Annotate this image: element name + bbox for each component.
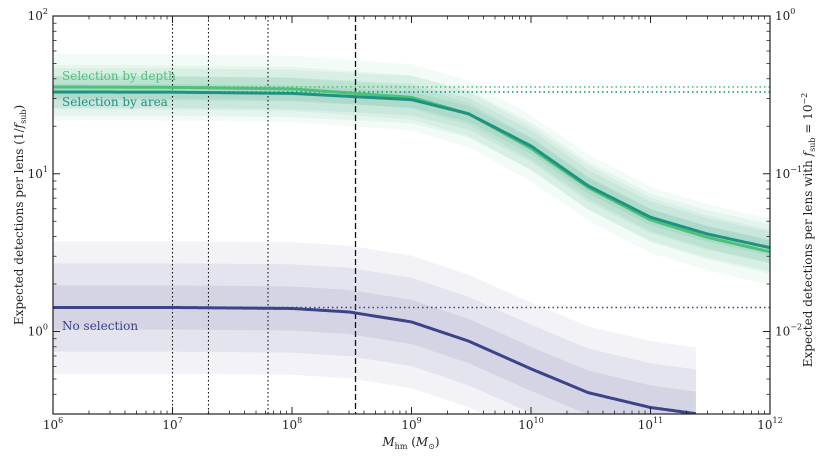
series-line-1 — [53, 90, 770, 250]
band-0-3 — [53, 53, 770, 285]
band-1-2 — [53, 76, 770, 264]
series-lines — [53, 85, 770, 414]
y-right-tick-label: 10−1 — [775, 165, 802, 181]
y-axis-label-right: Expected detections per lens with fsub =… — [800, 93, 817, 368]
x-tick-label: 1011 — [638, 416, 663, 432]
y-axis-label-left: Expected detections per lens (1/fsub) — [12, 105, 28, 325]
series-label-1: Selection by area — [62, 95, 168, 109]
band-1-1 — [53, 84, 770, 256]
confidence-bands — [53, 53, 770, 414]
x-tick-label: 107 — [162, 416, 182, 432]
x-tick-label: 106 — [43, 416, 63, 432]
series-label-0: Selection by depth — [62, 69, 176, 83]
x-tick-label: 1010 — [518, 416, 543, 432]
series-line-0 — [53, 85, 770, 254]
y-left-tick-label: 102 — [28, 7, 48, 23]
x-tick-labels: 106 107 108 109 1010 1011 1012 — [43, 416, 783, 432]
series-labels: Selection by depth Selection by area No se… — [62, 69, 176, 333]
series-label-2: No selection — [62, 319, 138, 333]
y-left-tick-labels: 100 101 102 — [28, 7, 48, 339]
band-2-2 — [53, 263, 696, 414]
x-tick-label: 109 — [401, 416, 421, 432]
y-right-tick-label: 100 — [775, 7, 795, 23]
y-right-tick-label: 10−2 — [775, 323, 802, 339]
band-0-1 — [53, 75, 770, 263]
y-left-tick-label: 100 — [28, 323, 48, 339]
y-right-tick-labels: 10−2 10−1 100 — [775, 7, 802, 339]
x-axis-label: Mhm (M⊙) — [381, 435, 439, 451]
band-2-1 — [53, 285, 696, 414]
y-left-tick-label: 101 — [28, 165, 48, 181]
vertical-reference-lines — [171, 16, 357, 414]
x-tick-label: 108 — [282, 416, 302, 432]
series-line-2 — [53, 305, 697, 414]
x-tick-label: 1012 — [757, 416, 782, 432]
axis-ticks — [52, 15, 771, 415]
